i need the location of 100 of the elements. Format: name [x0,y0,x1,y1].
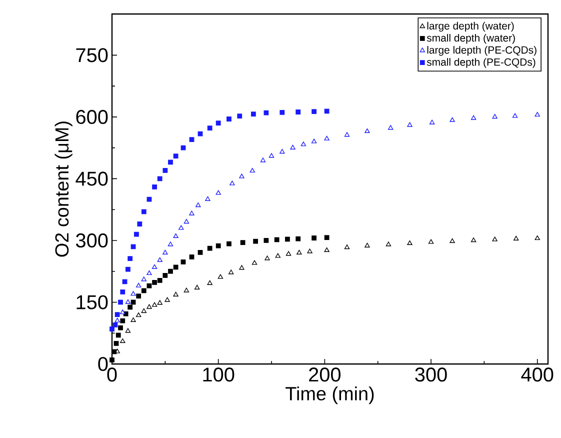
point [311,138,317,144]
point [125,299,131,304]
point [152,184,157,190]
legend-label: large ldepth (PE-CQDs) [427,46,536,56]
point [130,317,136,322]
point [534,112,540,117]
point [152,280,157,285]
point [280,110,285,115]
legend-label: large depth (water) [427,22,514,32]
point [207,126,212,130]
point [300,142,306,146]
point [120,310,126,314]
point [180,259,186,264]
point [216,190,221,195]
x-tick-label: 400 [521,368,554,382]
point [136,312,142,318]
point [239,174,244,178]
point [240,240,246,245]
point [386,242,392,246]
point [146,304,152,309]
point [136,294,142,298]
point [146,270,152,276]
point [492,114,498,119]
point [280,149,285,154]
point [450,238,455,243]
point [125,328,131,333]
point [216,120,221,126]
point [130,291,136,296]
point [120,338,126,343]
point [164,297,170,302]
legend-label: small depth (PE-CQDs) [426,58,536,68]
point [514,236,519,240]
point [198,131,203,136]
point [324,247,330,252]
point [218,274,224,279]
point [226,241,232,246]
point [194,284,200,290]
point [275,253,280,258]
point [274,237,280,242]
point [237,114,242,119]
point [307,248,312,254]
point [152,264,158,269]
point [157,278,162,283]
point [189,137,194,142]
x-axis-title: Time (min) [286,386,374,404]
point [168,160,173,165]
point [430,120,435,124]
point [114,340,119,346]
point [120,318,126,324]
x-tick-label: 200 [309,368,341,382]
point [157,176,162,182]
point [268,153,274,158]
point [344,132,350,137]
point [122,279,128,284]
point [180,145,186,150]
point [264,256,270,260]
point [324,108,330,114]
point [184,288,190,292]
point [296,250,302,254]
point [120,290,126,294]
point [141,288,146,294]
point [126,266,130,272]
point [141,276,146,282]
point [312,109,316,114]
point [296,236,301,242]
point [205,196,210,201]
point [198,250,203,255]
point [173,233,178,238]
y-tick-label: 150 [76,295,108,310]
point [296,110,301,114]
point [216,243,221,248]
point [364,128,370,133]
y-tick-label: 0 [98,356,108,372]
point [344,244,350,250]
point [364,242,370,248]
point [114,318,120,322]
point [196,202,201,208]
point [290,144,296,150]
point [184,219,190,224]
point [428,239,434,244]
x-tick-label: 0 [107,368,117,382]
point [230,180,235,186]
point [110,357,114,362]
point [178,225,184,230]
point [116,332,121,338]
point [534,235,540,240]
point [162,250,168,254]
point [173,154,178,158]
point [250,168,255,173]
y-tick-label: 450 [76,172,108,186]
legend-label: small depth (water) [426,34,515,44]
point [407,240,412,245]
point [141,308,146,313]
point [134,232,139,237]
point [118,325,123,330]
x-tick-label: 300 [415,368,447,382]
point [189,254,194,260]
point [388,125,394,130]
point [239,265,244,270]
point [173,292,178,296]
